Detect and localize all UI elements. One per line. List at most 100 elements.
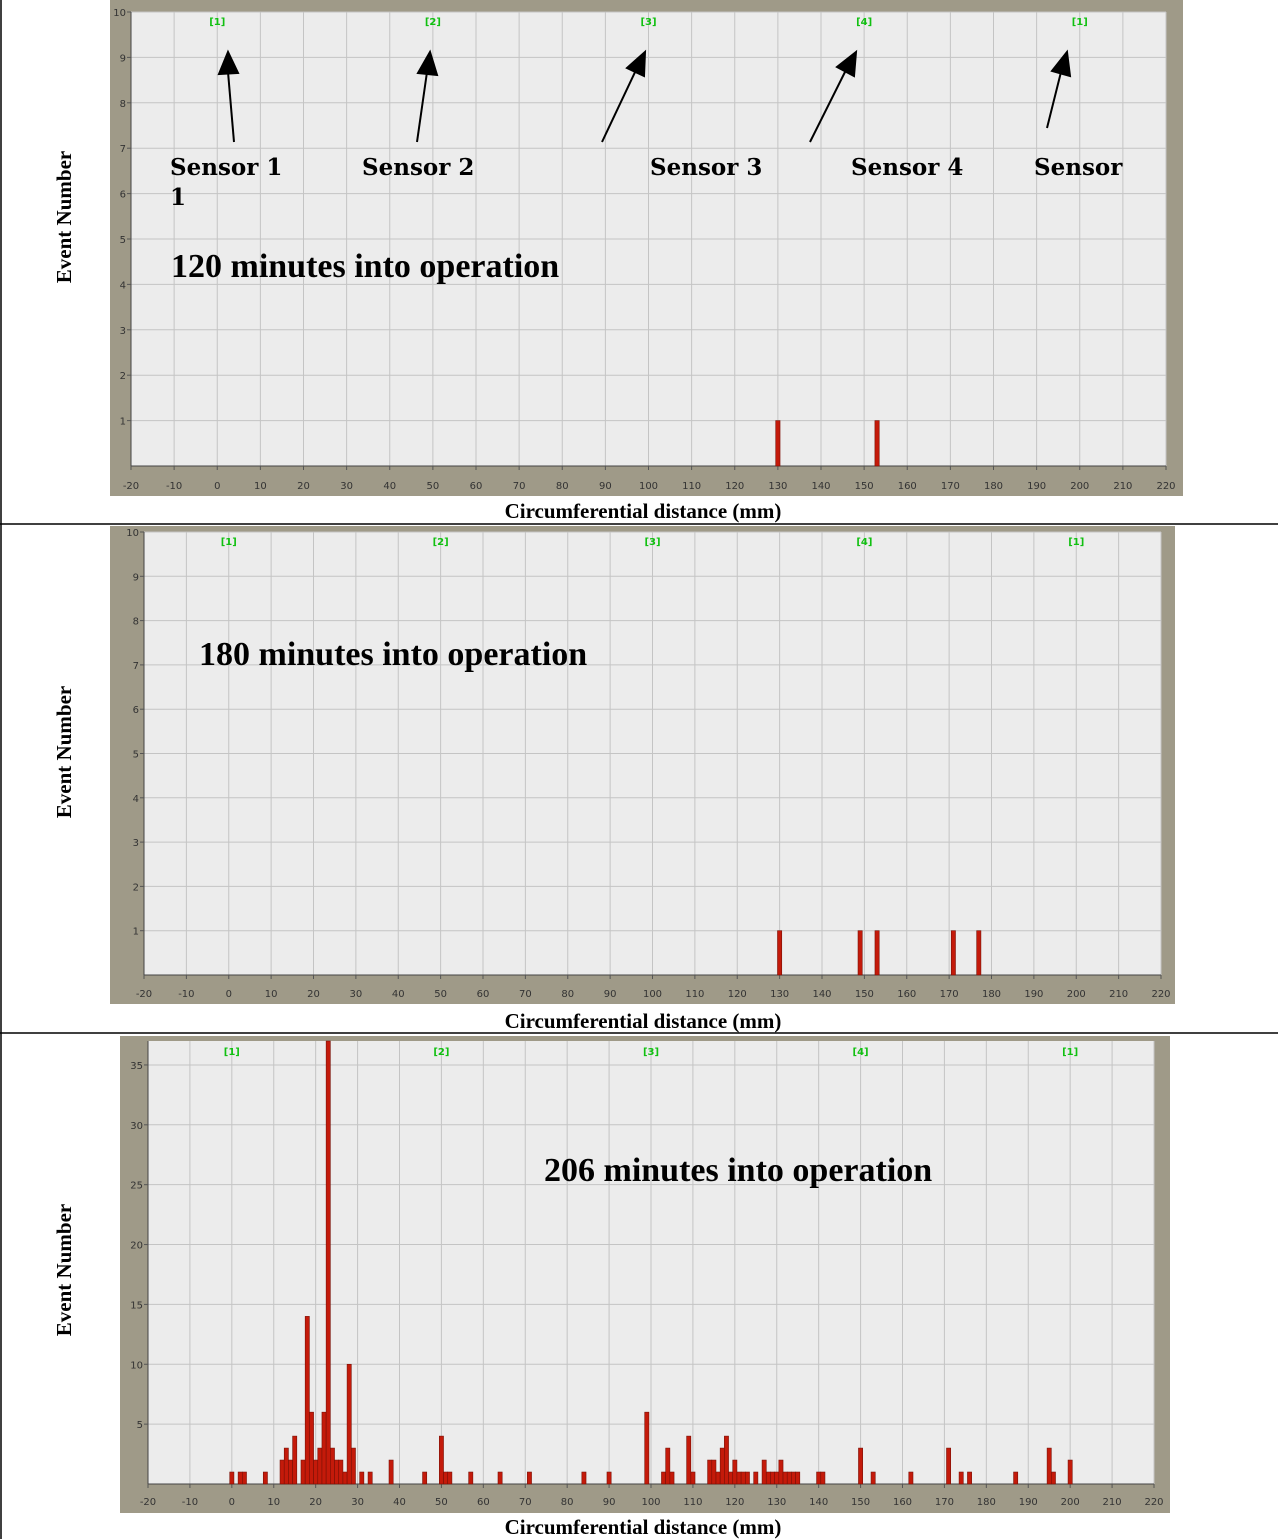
y-tick-labels: 1 2 3 4 5 6 7 8 9 10: [113, 8, 131, 428]
bar: [740, 1471, 746, 1485]
bar: [388, 1459, 394, 1485]
sensor-marker: [3]: [643, 1047, 659, 1058]
x-tick-label: 180: [984, 481, 1003, 492]
y-tick-label: 4: [120, 280, 126, 291]
arrowhead-sensor-1: [217, 49, 240, 76]
x-tick-label: 100: [643, 989, 662, 1000]
bar: [661, 1471, 666, 1485]
bar: [950, 930, 956, 976]
grid-lines: [130, 11, 1167, 467]
bar: [775, 420, 781, 467]
y-tick-label: 5: [133, 750, 139, 761]
x-tick-label: 210: [1113, 481, 1132, 492]
x-tick-label: 40: [392, 989, 405, 1000]
bar: [606, 1471, 612, 1485]
bar: [1067, 1459, 1073, 1485]
x-axis-title: Circumferential distance (mm): [505, 1515, 782, 1539]
y-tick-labels: 1 2 3 4 5 6 7 8 9 10: [126, 528, 144, 938]
sensor-label-1: Sensor 1: [170, 154, 282, 181]
bar: [707, 1459, 713, 1485]
bar: [765, 1471, 771, 1485]
bar: [774, 1471, 780, 1485]
x-tick-label: 160: [898, 481, 917, 492]
y-tick-label: 10: [130, 1360, 143, 1371]
sensor-label-1-wrap: 1: [170, 184, 186, 211]
x-tick-label: 10: [265, 989, 278, 1000]
bar: [946, 1447, 952, 1485]
x-tick-label: 90: [604, 989, 617, 1000]
arrow-sensor-2: [416, 71, 428, 143]
bar: [330, 1447, 335, 1485]
x-tick-label: 120: [725, 481, 744, 492]
arrowhead-sensor-4: [835, 49, 858, 78]
x-tick-label: 170: [941, 481, 960, 492]
x-tick-label: 110: [685, 989, 704, 1000]
y-tick-label: 1: [133, 927, 139, 938]
bar: [342, 1471, 348, 1485]
bar: [644, 1411, 650, 1485]
bar: [527, 1471, 532, 1485]
y-tick-label: 2: [133, 882, 139, 893]
x-tick-label: 10: [254, 481, 267, 492]
x-tick-label: 70: [519, 989, 532, 1000]
bar: [669, 1471, 675, 1485]
x-tick-label: 140: [812, 989, 831, 1000]
bar: [325, 1040, 331, 1485]
bar: [229, 1471, 235, 1485]
x-axis-title: Circumferential distance (mm): [505, 499, 782, 523]
x-tick-label: 180: [982, 989, 1001, 1000]
bar: [967, 1471, 972, 1485]
x-tick-label: 70: [513, 481, 526, 492]
y-tick-labels: 5 10 15 20 25 30 35: [130, 1061, 148, 1431]
x-tick-labels: -20 -10 0 10 20 30 40 50 60 70 80 90 100 110 120 130 140…: [140, 1484, 1164, 1508]
bar-series: [775, 420, 880, 467]
x-tick-label: 80: [556, 481, 569, 492]
arrow-sensor-4: [809, 69, 847, 143]
grid-lines: [143, 531, 1162, 976]
x-tick-label: 90: [599, 481, 612, 492]
x-tick-label: 100: [639, 481, 658, 492]
x-tick-label: 80: [561, 989, 574, 1000]
y-tick-label: 4: [133, 794, 139, 805]
bar: [976, 930, 982, 976]
x-tick-label: 20: [297, 481, 310, 492]
x-tick-label: 170: [935, 1497, 954, 1508]
sensor-marker: [4]: [856, 17, 872, 28]
x-tick-label: 140: [809, 1497, 828, 1508]
x-tick-labels: -20 -10 0 10 20 30 40 50 60 70 80 90 100 110 120 130 140…: [136, 975, 1171, 1000]
bar: [300, 1459, 306, 1485]
x-tick-label: 30: [350, 989, 363, 1000]
bar-series: [229, 1040, 1073, 1485]
bar: [443, 1471, 449, 1485]
bar: [665, 1447, 671, 1485]
x-tick-label: 200: [1070, 481, 1089, 492]
x-tick-label: 100: [641, 1497, 660, 1508]
bar: [820, 1471, 826, 1485]
bar: [262, 1471, 268, 1485]
bar: [870, 1471, 876, 1485]
x-tick-label: 20: [309, 1497, 322, 1508]
time-annotation: 120 minutes into operation: [171, 248, 559, 285]
x-tick-label: 160: [893, 1497, 912, 1508]
bar: [288, 1459, 293, 1485]
x-tick-label: 160: [897, 989, 916, 1000]
x-tick-label: 0: [226, 989, 232, 1000]
y-tick-label: 6: [120, 190, 126, 201]
y-tick-label: 10: [126, 528, 139, 539]
y-tick-label: 5: [120, 235, 126, 246]
arrow-sensor-3: [601, 69, 637, 143]
x-tick-label: 150: [855, 481, 874, 492]
y-tick-label: 8: [133, 617, 139, 628]
x-tick-label: -20: [136, 989, 152, 1000]
x-tick-label: 150: [855, 989, 874, 1000]
x-tick-label: 220: [1144, 1497, 1163, 1508]
x-tick-label: 40: [393, 1497, 406, 1508]
x-tick-label: 80: [561, 1497, 574, 1508]
bar: [874, 420, 880, 467]
chart-panel-180: 1 2 3 4 5 6 7 8 9 10 -20 -10 0 10 20 30 40 50 60 70 80 90 100…: [52, 526, 1175, 1033]
bar: [1046, 1447, 1052, 1485]
x-axis-title: Circumferential distance (mm): [505, 1009, 782, 1033]
x-tick-label: -10: [178, 989, 194, 1000]
x-tick-labels: -20 -10 0 10 20 30 40 50 60 70 80 90 100 110 120 130 140…: [123, 466, 1176, 492]
x-tick-label: 210: [1103, 1497, 1122, 1508]
